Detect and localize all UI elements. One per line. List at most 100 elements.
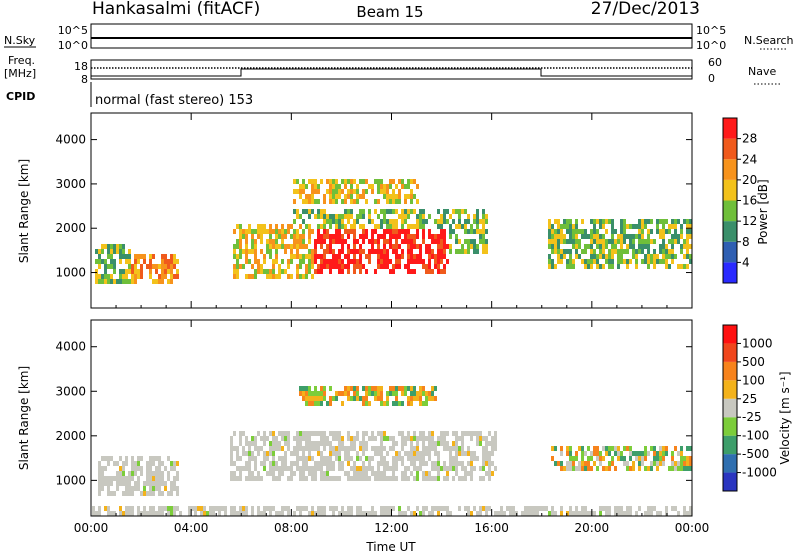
data-cell	[488, 461, 491, 466]
data-cell	[251, 264, 254, 269]
data-cell	[92, 511, 95, 516]
data-cell	[113, 279, 116, 284]
data-cell	[110, 259, 113, 264]
data-cell	[299, 446, 302, 451]
data-cell	[479, 239, 482, 244]
data-cell	[638, 466, 641, 471]
data-cell	[395, 219, 398, 224]
data-cell	[626, 446, 629, 451]
data-cell	[119, 506, 122, 511]
data-cell	[257, 224, 260, 229]
data-cell	[668, 239, 671, 244]
data-cell	[107, 481, 110, 486]
data-cell	[239, 436, 242, 441]
data-cell	[308, 239, 311, 244]
data-cell	[104, 259, 107, 264]
data-cell	[107, 511, 110, 516]
data-cell	[356, 506, 359, 511]
data-cell	[341, 249, 344, 254]
data-cell	[356, 239, 359, 244]
data-cell	[101, 481, 104, 486]
data-cell	[308, 391, 311, 396]
data-cell	[431, 476, 434, 481]
data-cell	[329, 194, 332, 199]
data-cell	[302, 259, 305, 264]
data-cell	[500, 506, 503, 511]
data-cell	[569, 234, 572, 239]
data-cell	[287, 511, 290, 516]
data-cell	[308, 386, 311, 391]
data-cell	[422, 451, 425, 456]
data-cell	[359, 234, 362, 239]
data-cell	[260, 461, 263, 466]
data-cell	[470, 229, 473, 234]
data-cell	[605, 446, 608, 451]
data-cell	[263, 259, 266, 264]
data-cell	[269, 249, 272, 254]
data-cell	[320, 391, 323, 396]
data-cell	[566, 239, 569, 244]
data-cell	[164, 274, 167, 279]
data-cell	[362, 234, 365, 239]
data-cell	[320, 436, 323, 441]
data-cell	[368, 259, 371, 264]
data-cell	[557, 254, 560, 259]
data-cell	[383, 436, 386, 441]
data-cell	[629, 506, 632, 511]
data-cell	[323, 249, 326, 254]
data-cell	[389, 476, 392, 481]
data-cell	[599, 506, 602, 511]
data-cell	[587, 446, 590, 451]
data-cell	[437, 239, 440, 244]
data-cell	[356, 451, 359, 456]
y-tick-label: 4000	[55, 340, 86, 354]
data-cell	[329, 179, 332, 184]
data-cell	[326, 441, 329, 446]
data-cell	[395, 396, 398, 401]
data-cell	[251, 229, 254, 234]
data-cell	[152, 476, 155, 481]
data-cell	[458, 219, 461, 224]
data-cell	[557, 461, 560, 466]
data-cell	[611, 244, 614, 249]
data-cell	[149, 506, 152, 511]
data-cell	[344, 264, 347, 269]
data-cell	[575, 229, 578, 234]
data-cell	[596, 219, 599, 224]
data-cell	[389, 259, 392, 264]
data-cell	[122, 249, 125, 254]
data-cell	[404, 264, 407, 269]
data-cell	[560, 234, 563, 239]
data-cell	[119, 249, 122, 254]
data-cell	[302, 234, 305, 239]
data-cell	[98, 476, 101, 481]
data-cell	[407, 436, 410, 441]
data-cell	[392, 194, 395, 199]
data-cell	[650, 229, 653, 234]
data-cell	[659, 234, 662, 239]
data-cell	[407, 259, 410, 264]
data-cell	[239, 264, 242, 269]
data-cell	[125, 461, 128, 466]
data-cell	[404, 239, 407, 244]
data-cell	[356, 184, 359, 189]
data-cell	[602, 249, 605, 254]
data-cell	[458, 239, 461, 244]
data-cell	[254, 436, 257, 441]
data-cell	[236, 446, 239, 451]
data-cell	[359, 471, 362, 476]
data-cell	[422, 476, 425, 481]
data-cell	[440, 436, 443, 441]
data-cell	[494, 441, 497, 446]
data-cell	[299, 194, 302, 199]
data-cell	[380, 391, 383, 396]
data-cell	[299, 441, 302, 446]
data-cell	[167, 259, 170, 264]
data-cell	[278, 264, 281, 269]
data-cell	[110, 254, 113, 259]
data-cell	[395, 386, 398, 391]
data-cell	[347, 259, 350, 264]
data-cell	[401, 471, 404, 476]
data-cell	[368, 254, 371, 259]
data-cell	[314, 254, 317, 259]
